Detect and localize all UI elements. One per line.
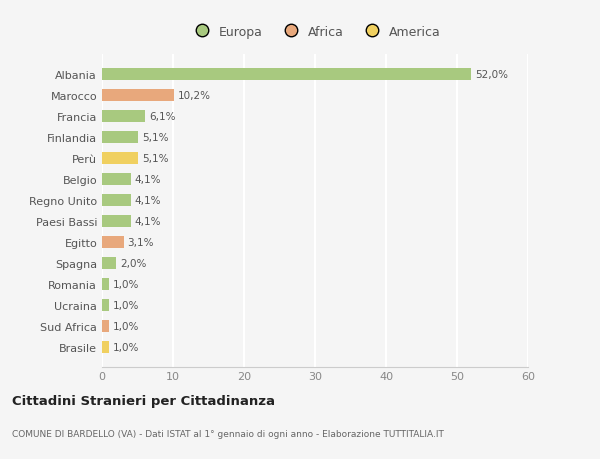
Bar <box>102 69 471 81</box>
Bar <box>102 216 131 227</box>
Text: 10,2%: 10,2% <box>178 91 211 101</box>
Text: 1,0%: 1,0% <box>113 280 139 290</box>
Bar <box>102 279 109 290</box>
Text: 4,1%: 4,1% <box>134 196 161 206</box>
Text: 52,0%: 52,0% <box>475 70 508 80</box>
Text: 2,0%: 2,0% <box>120 258 146 269</box>
Bar <box>102 300 109 311</box>
Text: 4,1%: 4,1% <box>134 175 161 185</box>
Text: 5,1%: 5,1% <box>142 133 168 143</box>
Bar <box>102 132 138 144</box>
Legend: Europa, Africa, America: Europa, Africa, America <box>184 21 446 44</box>
Text: COMUNE DI BARDELLO (VA) - Dati ISTAT al 1° gennaio di ogni anno - Elaborazione T: COMUNE DI BARDELLO (VA) - Dati ISTAT al … <box>12 429 444 438</box>
Bar <box>102 153 138 164</box>
Bar <box>102 111 145 123</box>
Bar <box>102 195 131 207</box>
Text: 1,0%: 1,0% <box>113 300 139 310</box>
Text: 5,1%: 5,1% <box>142 154 168 164</box>
Bar <box>102 174 131 185</box>
Bar <box>102 258 116 269</box>
Bar <box>102 90 175 102</box>
Text: 4,1%: 4,1% <box>134 217 161 227</box>
Text: 3,1%: 3,1% <box>128 238 154 247</box>
Text: 1,0%: 1,0% <box>113 342 139 352</box>
Bar <box>102 341 109 353</box>
Bar <box>102 320 109 332</box>
Bar <box>102 237 124 248</box>
Text: 6,1%: 6,1% <box>149 112 175 122</box>
Text: 1,0%: 1,0% <box>113 321 139 331</box>
Text: Cittadini Stranieri per Cittadinanza: Cittadini Stranieri per Cittadinanza <box>12 394 275 407</box>
